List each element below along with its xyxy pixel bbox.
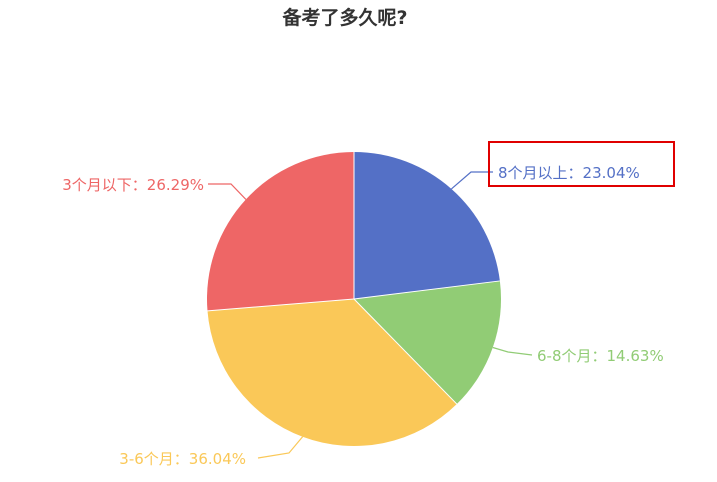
pie-leader-line-2 [492,346,533,356]
pie-slice-4 [206,152,354,311]
pie-separator-3 [353,298,458,405]
pie-leader-line-1 [451,171,493,190]
pie-separator-2 [353,280,500,300]
pie-separator-4 [207,298,355,312]
highlight-box [488,141,675,187]
pie-leader-line-4 [208,183,247,200]
pie-slice-3 [207,299,457,447]
pie-slices [206,152,502,447]
pie-label-4: 3个月以下：26.29% [62,176,204,194]
chart-title: 备考了多久呢? [281,6,407,29]
pie-labels: 8个月以上：23.04% 6-8个月：14.63% 3-6个月：36.04% 3个月以… [62,164,663,468]
pie-leader-line-3 [257,436,304,459]
pie-label-2: 6-8个月：14.63% [537,347,664,365]
pie-label-3: 3-6个月：36.04% [119,450,246,468]
pie-slice-1 [354,152,500,299]
pie-slice-2 [354,280,502,405]
pie-label-1: 8个月以上：23.04% [498,164,640,182]
